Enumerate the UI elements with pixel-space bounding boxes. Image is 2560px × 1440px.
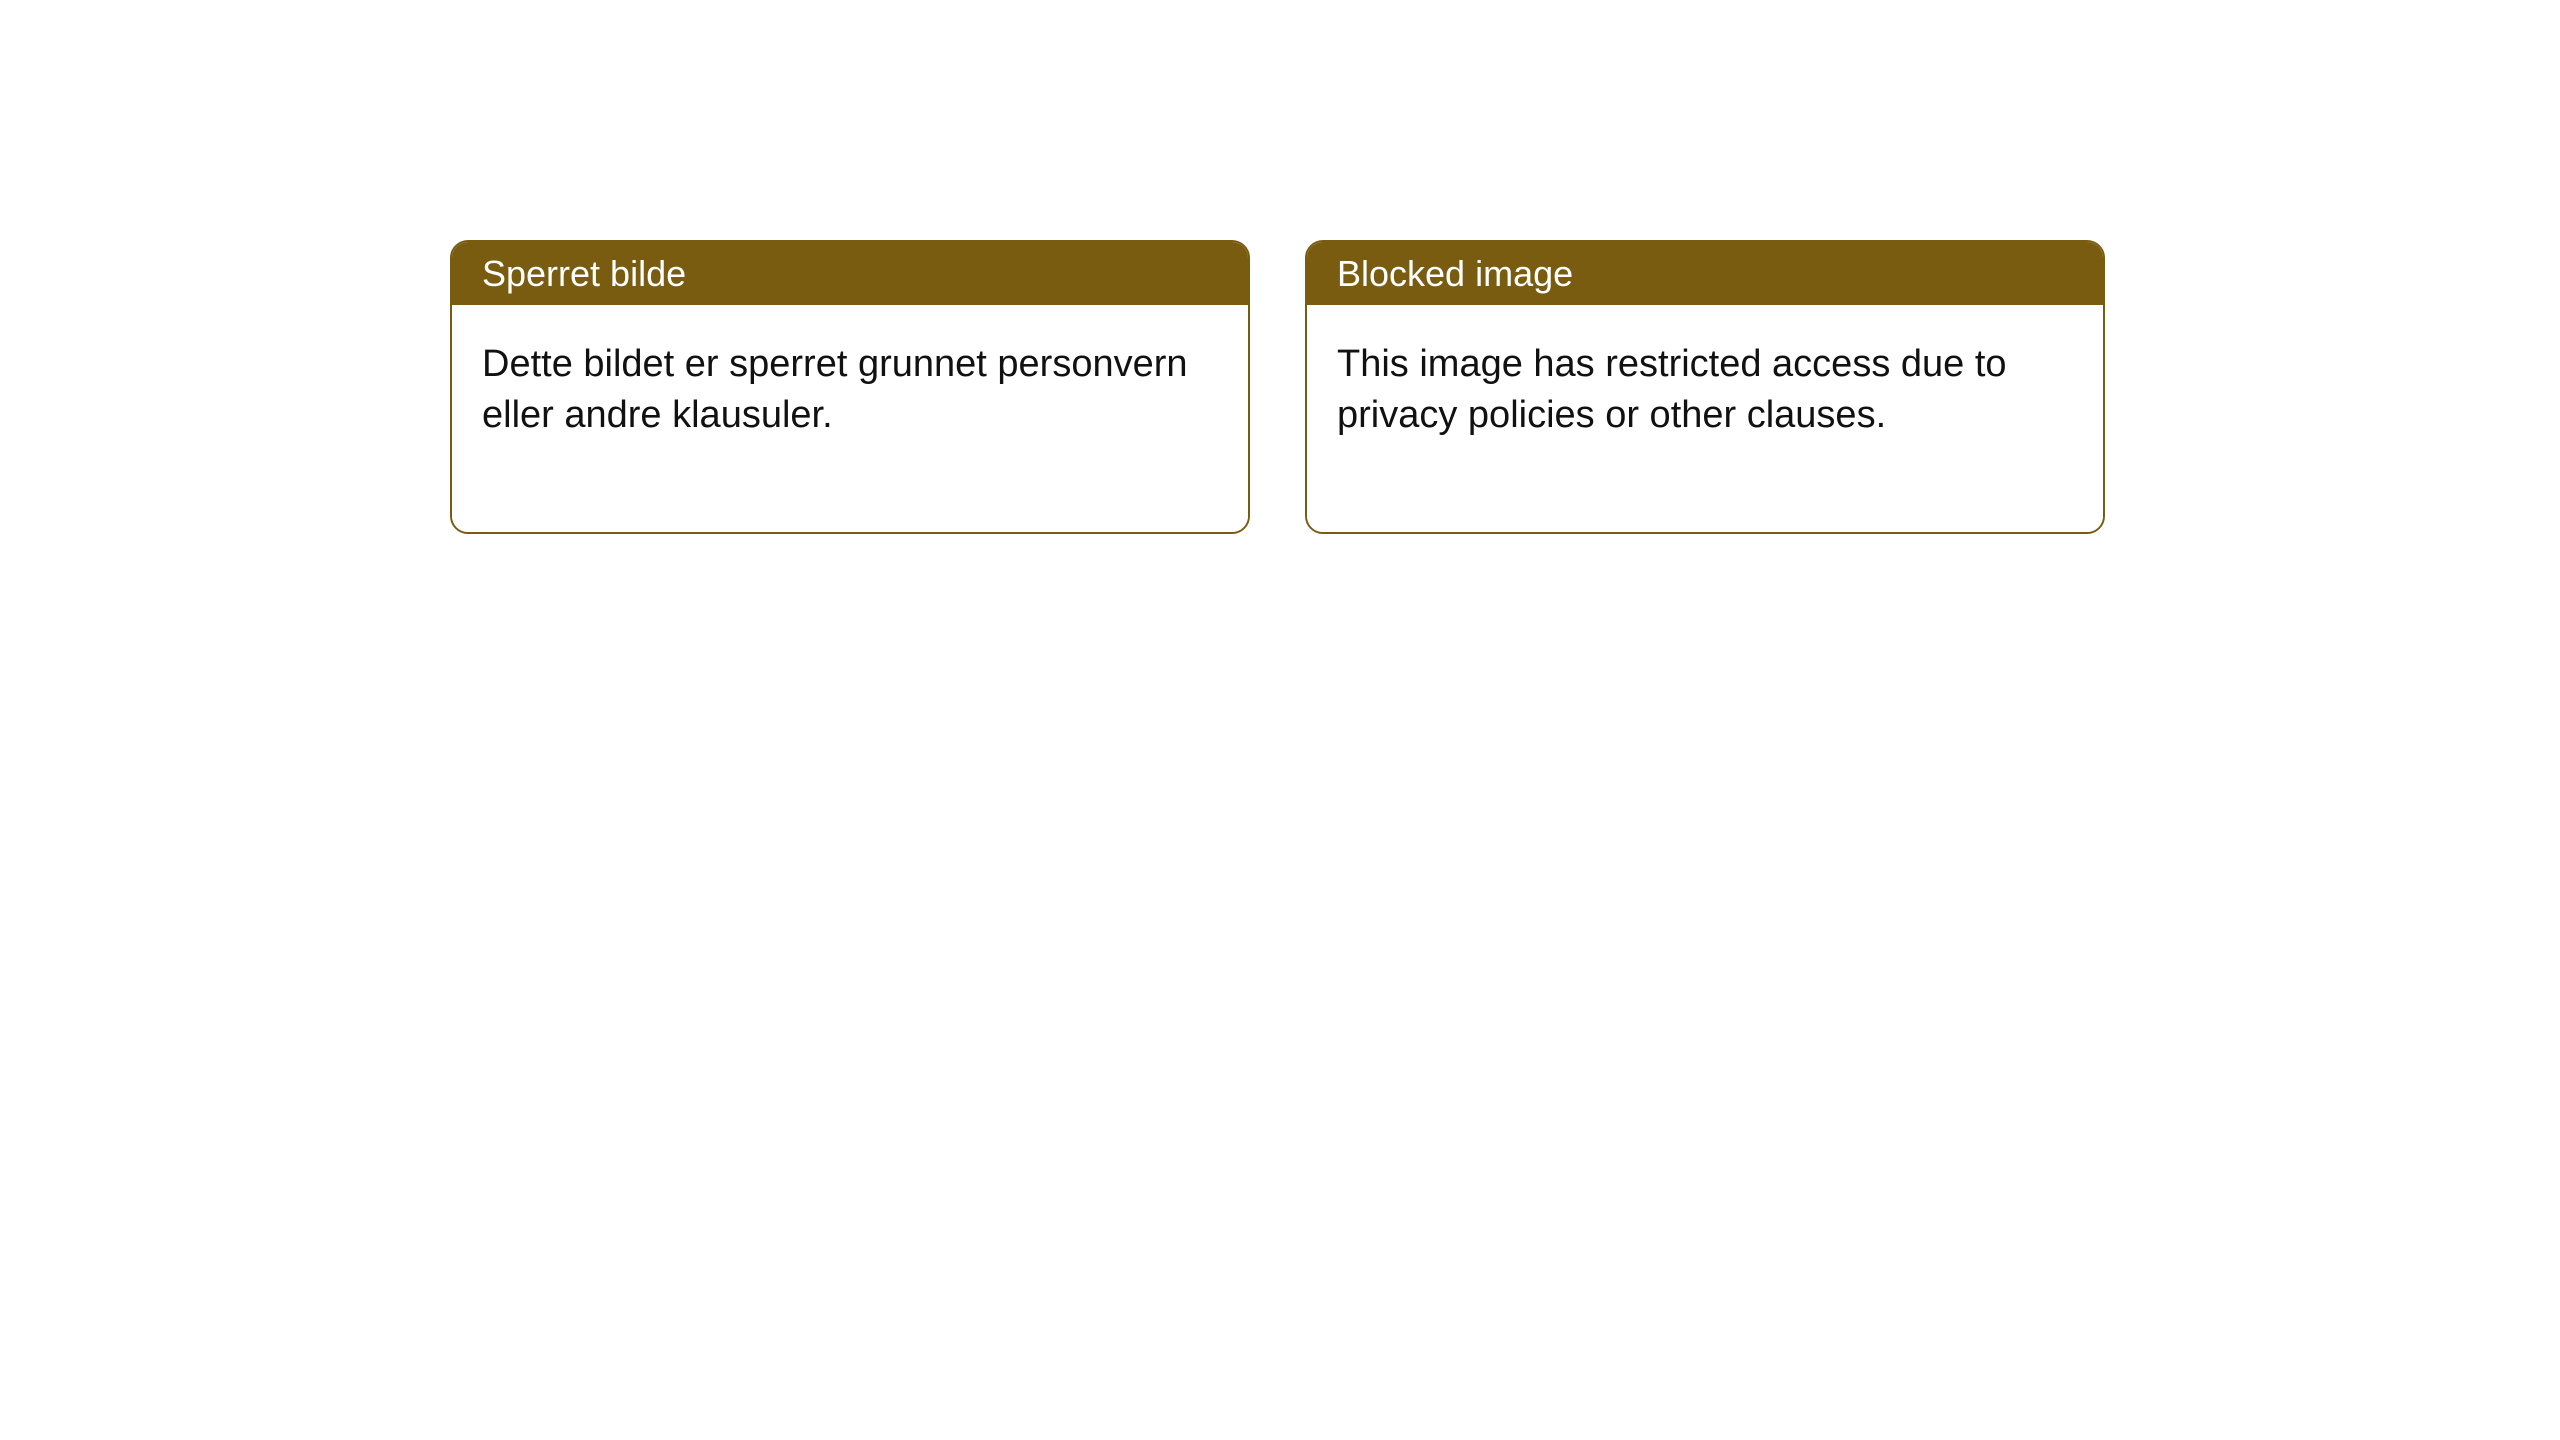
card-english: Blocked image This image has restricted … <box>1305 240 2105 534</box>
notice-container: Sperret bilde Dette bildet er sperret gr… <box>450 240 2105 534</box>
card-title: Sperret bilde <box>452 242 1248 305</box>
card-body-text: Dette bildet er sperret grunnet personve… <box>452 305 1248 532</box>
card-body-text: This image has restricted access due to … <box>1307 305 2103 532</box>
card-title: Blocked image <box>1307 242 2103 305</box>
card-norwegian: Sperret bilde Dette bildet er sperret gr… <box>450 240 1250 534</box>
